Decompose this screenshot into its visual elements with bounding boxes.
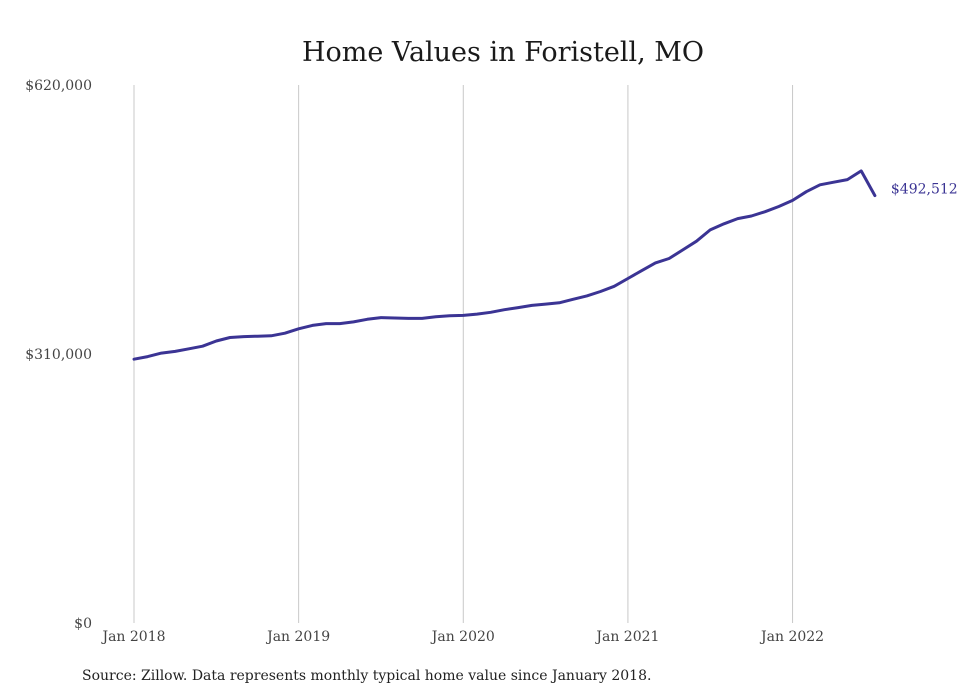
source-note: Source: Zillow. Data represents monthly … <box>82 668 652 684</box>
y-tick-label: $310,000 <box>25 347 92 363</box>
x-tick-label: Jan 2021 <box>594 629 659 645</box>
y-axis-ticks: $0 $310,000 $620,000 <box>25 78 92 632</box>
x-tick-label: Jan 2018 <box>100 629 165 645</box>
x-axis-ticks: Jan 2018 Jan 2019 Jan 2020 Jan 2021 Jan 2022 <box>100 629 824 645</box>
x-tick-label: Jan 2019 <box>265 629 330 645</box>
x-tick-label: Jan 2020 <box>430 629 495 645</box>
gridlines <box>133 85 794 623</box>
end-value-label: $492,512 <box>891 182 958 198</box>
x-tick-label: Jan 2022 <box>759 629 824 645</box>
chart-title: Home Values in Foristell, MO <box>302 37 704 68</box>
y-tick-label: $0 <box>74 616 92 632</box>
series-line <box>132 169 877 361</box>
series-layer: $492,512 <box>132 169 958 361</box>
y-tick-label: $620,000 <box>25 78 92 94</box>
